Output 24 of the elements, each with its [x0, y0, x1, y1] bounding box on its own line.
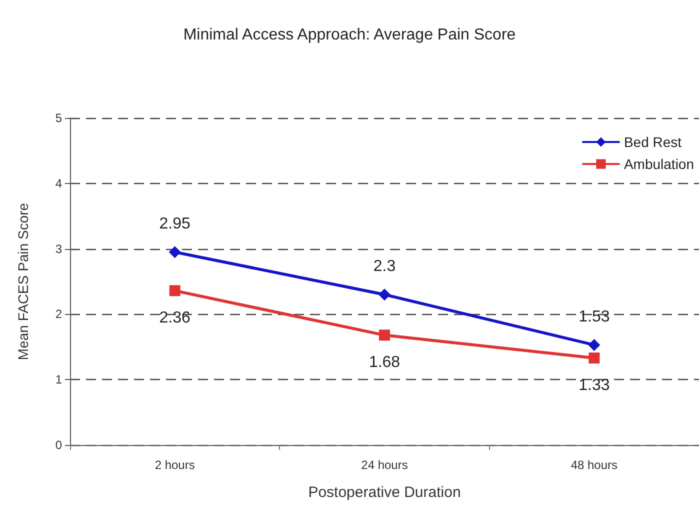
y-tick-label: 5: [55, 111, 62, 125]
data-label: 1.68: [368, 354, 400, 372]
y-tick-label: 3: [55, 242, 62, 256]
x-tick-label: 48 hours: [570, 458, 618, 472]
data-label: 2.95: [159, 216, 191, 233]
y-tick-label: 4: [55, 176, 62, 190]
point: [588, 352, 600, 364]
y-tick-label: 0: [55, 438, 62, 452]
legend-label: Ambulation: [624, 156, 694, 172]
point: [588, 338, 600, 351]
y-axis-title: Mean FACES Pain Score: [15, 202, 31, 360]
point: [168, 246, 181, 258]
x-axis-title: Postoperative Duration: [308, 484, 461, 501]
point: [169, 285, 180, 296]
chart-title: Minimal Access Approach: Average Pain Score: [183, 26, 516, 44]
y-tick-label: 1: [55, 372, 62, 387]
point: [378, 288, 390, 301]
x-tick-label: 2 hours: [154, 458, 195, 472]
x-tick-label: 24 hours: [361, 458, 408, 472]
data-label: 2.3: [373, 258, 396, 276]
legend-label: Bed Rest: [624, 134, 682, 150]
y-tick-label: 2: [55, 307, 62, 322]
data-label: 1.33: [578, 377, 610, 394]
point: [379, 330, 390, 341]
